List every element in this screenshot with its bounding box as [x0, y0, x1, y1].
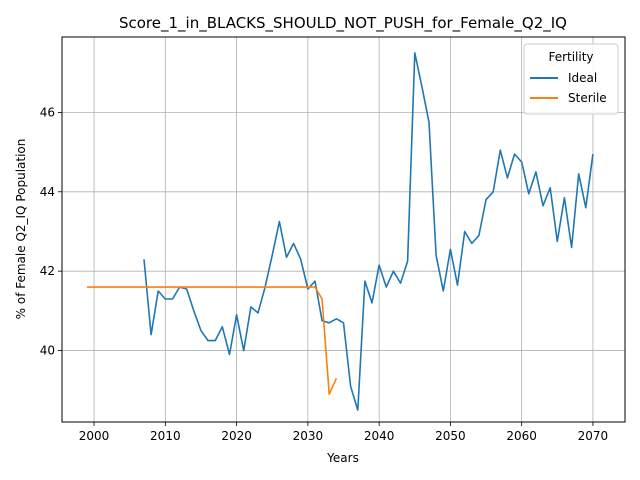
x-tick-label: 2060 [506, 429, 537, 443]
legend-label-ideal: Ideal [568, 71, 597, 85]
x-tick-label: 2010 [150, 429, 181, 443]
grid-lines [62, 37, 625, 422]
legend-title: Fertility [548, 50, 593, 64]
series-line-ideal [143, 52, 594, 411]
series-lines [86, 52, 594, 411]
chart-title: Score_1_in_BLACKS_SHOULD_NOT_PUSH_for_Fe… [119, 14, 567, 33]
x-tick-label: 2070 [578, 429, 609, 443]
y-tick-label: 46 [40, 105, 55, 119]
y-axis-ticks: 40 42 44 46 [40, 105, 62, 358]
legend: Fertility Ideal Sterile [523, 43, 619, 115]
x-axis-ticks: 2000 2010 2020 2030 2040 2050 2060 2070 [79, 422, 608, 443]
y-tick-label: 40 [40, 344, 55, 358]
legend-box [523, 43, 619, 115]
x-tick-label: 2050 [435, 429, 466, 443]
y-axis-label: % of Female Q2_IQ Population [14, 139, 28, 320]
series-line-sterile [86, 286, 338, 396]
y-tick-label: 42 [40, 264, 55, 278]
plot-frame [61, 36, 626, 423]
y-tick-label: 44 [40, 185, 55, 199]
x-tick-label: 2020 [221, 429, 252, 443]
x-tick-label: 2000 [79, 429, 110, 443]
x-tick-label: 2030 [293, 429, 324, 443]
x-axis-label: Years [326, 451, 359, 465]
legend-label-sterile: Sterile [568, 91, 607, 105]
x-tick-label: 2040 [364, 429, 395, 443]
